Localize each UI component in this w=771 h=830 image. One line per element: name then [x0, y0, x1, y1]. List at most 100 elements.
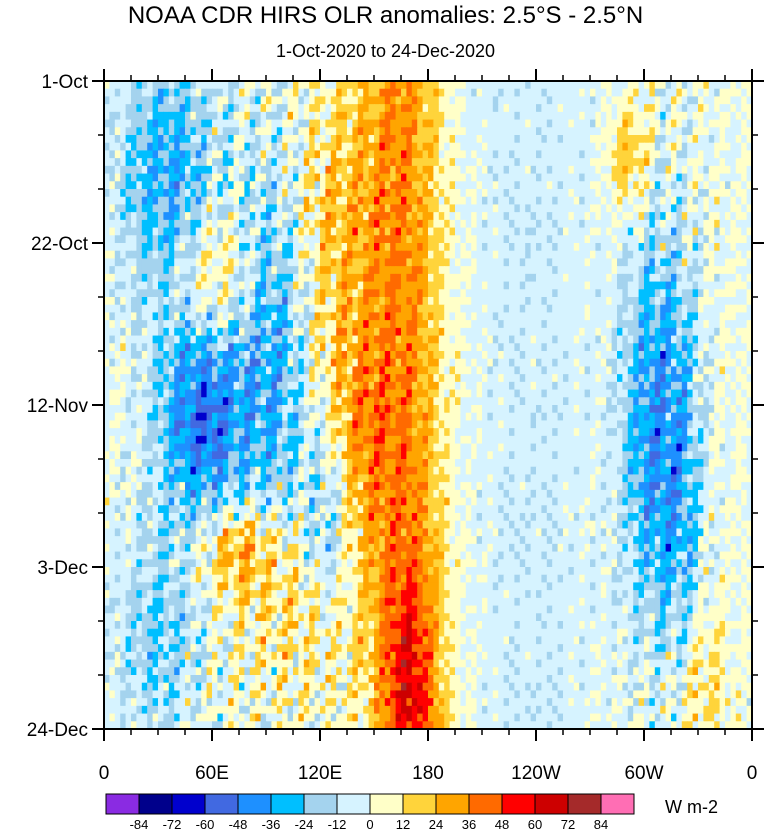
field-cell — [595, 212, 602, 221]
field-cell — [557, 343, 564, 352]
field-cell — [449, 88, 456, 98]
field-cell — [719, 81, 726, 90]
field-cell — [422, 304, 429, 314]
field-cell — [179, 111, 186, 121]
field-cell — [282, 127, 289, 136]
field-cell — [185, 212, 191, 221]
field-cell — [341, 320, 348, 329]
field-cell — [746, 135, 752, 144]
field-cell — [179, 358, 186, 368]
field-cell — [460, 81, 467, 90]
field-cell — [519, 212, 526, 221]
field-cell — [352, 111, 359, 121]
field-cell — [233, 212, 240, 221]
field-cell — [428, 343, 434, 352]
field-cell — [514, 104, 521, 113]
field-cell — [406, 127, 413, 136]
field-cell — [622, 219, 629, 229]
field-cell — [363, 335, 370, 344]
field-cell — [503, 88, 510, 98]
field-cell — [406, 142, 413, 152]
field-cell — [158, 281, 164, 290]
field-cell — [309, 381, 316, 391]
field-cell — [633, 343, 640, 352]
field-cell — [131, 320, 137, 329]
field-cell — [536, 119, 542, 128]
field-cell — [174, 243, 181, 252]
field-cell — [390, 111, 397, 121]
field-cell — [136, 235, 143, 244]
field-cell — [314, 111, 321, 121]
field-cell — [179, 96, 186, 105]
field-cell — [206, 304, 213, 314]
field-cell — [374, 358, 380, 368]
field-cell — [730, 258, 737, 267]
field-cell — [287, 358, 294, 368]
field-cell — [141, 165, 148, 175]
field-cell — [320, 158, 326, 167]
field-cell — [455, 266, 461, 275]
field-cell — [703, 374, 710, 383]
field-cell — [233, 266, 240, 275]
field-cell — [444, 397, 451, 406]
field-cell — [449, 150, 456, 159]
field-cell — [579, 304, 586, 314]
field-cell — [368, 243, 375, 252]
field-cell — [541, 111, 548, 121]
field-cell — [665, 142, 672, 152]
field-cell — [573, 104, 580, 113]
field-cell — [141, 235, 148, 244]
field-cell — [698, 389, 704, 398]
field-cell — [444, 381, 451, 391]
field-cell — [714, 351, 721, 360]
field-cell — [201, 135, 208, 144]
field-cell — [325, 81, 332, 90]
field-cell — [303, 96, 310, 105]
field-cell — [590, 266, 596, 275]
field-cell — [417, 196, 424, 206]
field-cell — [120, 358, 127, 368]
field-cell — [428, 204, 434, 213]
field-cell — [482, 258, 488, 267]
field-cell — [363, 119, 370, 128]
field-cell — [460, 273, 467, 283]
field-cell — [190, 127, 197, 136]
field-cell — [190, 266, 197, 275]
field-cell — [401, 88, 407, 98]
field-cell — [514, 235, 521, 244]
field-cell — [244, 327, 251, 337]
field-cell — [303, 281, 310, 290]
field-cell — [465, 281, 472, 290]
field-cell — [120, 297, 127, 306]
field-cell — [703, 158, 710, 167]
field-cell — [330, 289, 337, 298]
field-cell — [104, 165, 110, 175]
field-cell — [487, 150, 494, 159]
field-cell — [557, 235, 564, 244]
field-cell — [174, 142, 181, 152]
field-cell — [649, 389, 656, 398]
field-cell — [606, 358, 613, 368]
field-cell — [282, 312, 289, 321]
field-cell — [244, 212, 251, 221]
field-cell — [692, 181, 699, 190]
field-cell — [330, 397, 337, 406]
field-cell — [611, 119, 618, 128]
field-cell — [282, 135, 289, 144]
field-cell — [725, 158, 731, 167]
field-cell — [654, 304, 661, 314]
field-cell — [600, 104, 607, 113]
field-cell — [158, 111, 164, 121]
field-cell — [644, 212, 650, 221]
field-cell — [357, 258, 364, 267]
field-cell — [276, 266, 283, 275]
field-cell — [352, 119, 359, 128]
field-cell — [276, 304, 283, 314]
field-cell — [725, 297, 731, 306]
field-cell — [654, 235, 661, 244]
field-cell — [249, 297, 256, 306]
field-cell — [314, 343, 321, 352]
field-cell — [401, 111, 407, 121]
field-cell — [374, 389, 380, 398]
field-cell — [185, 142, 191, 152]
